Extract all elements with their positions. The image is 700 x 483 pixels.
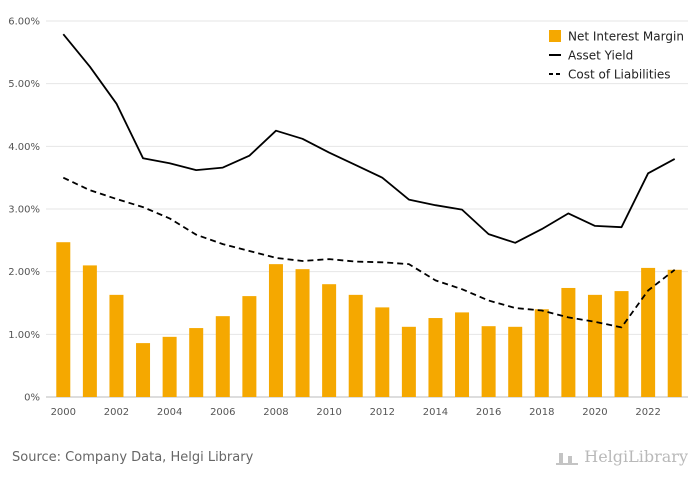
nim-bar	[375, 307, 390, 397]
y-axis-ticks: 0% 1.00% 2.00% 3.00% 4.00% 5.00% 6.00%	[8, 17, 40, 404]
legend: Net Interest Margin Asset Yield Cost of Li…	[549, 30, 684, 82]
x-tick-label: 2018	[529, 407, 554, 418]
x-axis-ticks: 2000 2002 2004 2006 2008 2010 2012 2014 2016 2018…	[51, 407, 661, 418]
chart: 0%1.00%2.00%3.00%4.00%5.00%6.00% 2000 200…	[8, 17, 688, 418]
x-tick-label: 2022	[635, 407, 660, 418]
x-tick-label: 2002	[104, 407, 129, 418]
x-tick-label: 2000	[51, 407, 76, 418]
nim-bar	[428, 318, 443, 397]
nim-bar	[215, 316, 230, 397]
nim-bar	[481, 326, 496, 397]
legend-label: Cost of Liabilities	[568, 68, 671, 82]
nim-bar	[56, 242, 71, 397]
x-tick-label: 2014	[423, 407, 448, 418]
x-tick-label: 2004	[157, 407, 182, 418]
x-tick-label: 2020	[582, 407, 607, 418]
nim-bar	[322, 284, 337, 397]
nim-bar	[614, 291, 629, 397]
nim-bar	[162, 336, 177, 397]
x-tick-label: 2016	[476, 407, 501, 418]
y-tick-label: 1.00%	[8, 330, 40, 341]
legend-label: Asset Yield	[568, 49, 633, 63]
nim-bar	[587, 294, 602, 397]
nim-bar	[534, 309, 549, 397]
x-tick-label: 2006	[210, 407, 235, 418]
nim-bar	[109, 294, 124, 397]
legend-label: Net Interest Margin	[568, 30, 684, 44]
nim-bar	[295, 269, 310, 397]
nim-bar	[136, 343, 151, 397]
source-note: Source: Company Data, Helgi Library	[12, 450, 254, 465]
nim-bar	[508, 326, 523, 397]
nim-bar	[268, 264, 283, 397]
y-tick-label: 3.00%	[8, 205, 40, 216]
nim-bar	[242, 296, 257, 397]
helgi-library-logo: HelgiLibrary	[556, 447, 688, 466]
asset-yield-line	[62, 33, 676, 244]
nim-bar	[561, 287, 576, 397]
legend-swatch-bar	[549, 30, 561, 42]
y-tick-label: 4.00%	[8, 142, 40, 153]
bar-series	[56, 242, 682, 397]
x-tick-label: 2008	[263, 407, 288, 418]
nim-bar	[401, 326, 416, 397]
x-tick-label: 2010	[316, 407, 341, 418]
x-tick-label: 2012	[370, 407, 395, 418]
library-icon	[556, 449, 579, 465]
nim-bar	[348, 294, 363, 397]
y-tick-label: 2.00%	[8, 267, 40, 278]
y-tick-label: 6.00%	[8, 17, 40, 28]
y-tick-label: 0%	[24, 393, 40, 404]
nim-bar	[455, 312, 470, 397]
cost-of-liabilities-line	[62, 176, 676, 329]
grid-lines	[46, 20, 688, 398]
line-series	[62, 33, 676, 329]
nim-bar	[82, 265, 97, 397]
logo-text: HelgiLibrary	[584, 447, 688, 466]
nim-bar	[189, 328, 204, 397]
y-tick-label: 5.00%	[8, 79, 40, 90]
nim-bar	[641, 267, 656, 397]
nim-bar	[667, 269, 682, 397]
